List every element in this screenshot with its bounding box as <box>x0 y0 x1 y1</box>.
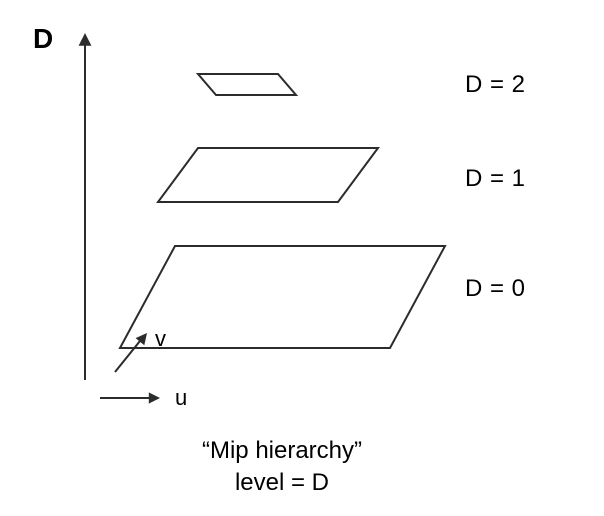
arrowhead <box>149 392 160 403</box>
caption-line-2: level = D <box>235 469 329 496</box>
u-axis-label: u <box>175 385 187 410</box>
arrowhead <box>79 33 92 46</box>
mip-level-1-shape <box>158 148 378 202</box>
mip-level-2-shape <box>120 246 445 348</box>
d-axis-label: D <box>33 23 53 54</box>
mip-hierarchy-diagram: DuvD = 2D = 1D = 0“Mip hierarchy”level =… <box>0 0 604 516</box>
mip-level-1-label: D = 1 <box>465 165 526 192</box>
mip-level-0-shape <box>198 74 296 95</box>
mip-level-2-label: D = 0 <box>465 275 526 302</box>
mip-level-0-label: D = 2 <box>465 71 526 98</box>
caption-line-1: “Mip hierarchy” <box>202 437 362 464</box>
